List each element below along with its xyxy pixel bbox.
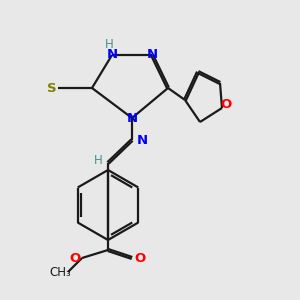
Text: N: N xyxy=(146,49,158,62)
Text: S: S xyxy=(47,82,57,94)
Text: O: O xyxy=(69,251,81,265)
Text: N: N xyxy=(126,112,138,124)
Text: H: H xyxy=(105,38,113,52)
Text: O: O xyxy=(220,98,232,110)
Text: CH₃: CH₃ xyxy=(49,266,71,280)
Text: O: O xyxy=(134,251,146,265)
Text: H: H xyxy=(94,154,102,167)
Text: N: N xyxy=(136,134,148,146)
Text: N: N xyxy=(106,49,118,62)
